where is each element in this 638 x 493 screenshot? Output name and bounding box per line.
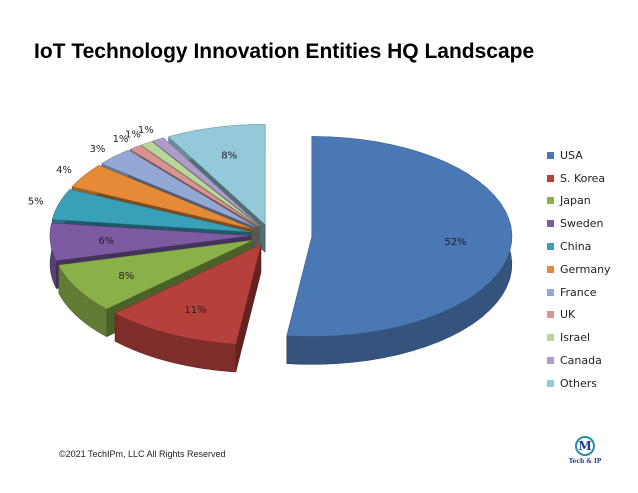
- legend-swatch: [547, 220, 554, 228]
- legend-swatch: [547, 243, 554, 251]
- legend-label: UK: [560, 308, 576, 322]
- data-label-japan: 8%: [118, 271, 134, 282]
- legend-item-s-korea: S. Korea: [547, 167, 611, 190]
- legend-item-usa: USA: [547, 144, 611, 167]
- legend-label: Sweden: [560, 217, 604, 231]
- legend-swatch: [547, 311, 554, 319]
- legend-label: Israel: [560, 331, 591, 345]
- legend-label: USA: [560, 148, 583, 162]
- legend-swatch: [547, 334, 554, 342]
- legend-swatch: [547, 151, 554, 159]
- legend-label: France: [560, 285, 597, 299]
- legend-item-japan: Japan: [547, 190, 611, 213]
- chart-title: IoT Technology Innovation Entities HQ La…: [34, 40, 535, 63]
- data-label-usa: 52%: [444, 237, 466, 248]
- legend-label: Germany: [560, 262, 611, 276]
- legend-swatch: [547, 288, 554, 296]
- legend-label: Canada: [560, 354, 602, 368]
- data-label-canada: 1%: [138, 125, 154, 136]
- legend-item-canada: Canada: [547, 349, 611, 372]
- data-label-sweden: 6%: [98, 236, 114, 247]
- slice-usa: [286, 136, 513, 365]
- data-label-france: 3%: [90, 144, 106, 155]
- data-label-uk: 1%: [113, 134, 129, 145]
- company-logo: M Tech & IP: [565, 436, 605, 472]
- legend-item-sweden: Sweden: [547, 212, 611, 235]
- legend-swatch: [547, 357, 554, 365]
- slice-s-korea: [114, 244, 262, 373]
- legend-label: S. Korea: [560, 171, 606, 185]
- data-label-israel: 1%: [125, 129, 141, 140]
- data-label-others: 8%: [221, 151, 237, 162]
- logo-mark-icon: M: [575, 436, 595, 456]
- data-label-china: 5%: [28, 197, 44, 208]
- legend-item-others: Others: [547, 372, 611, 395]
- legend-label: Others: [560, 376, 597, 390]
- legend-label: Japan: [560, 194, 591, 208]
- data-label-s-korea: 11%: [184, 305, 206, 316]
- logo-text: Tech & IP: [568, 458, 602, 465]
- legend-item-france: France: [547, 281, 611, 304]
- copyright-footer: ©2021 TechIPm, LLC All Rights Reserved: [59, 449, 226, 459]
- legend-swatch: [547, 265, 554, 273]
- legend-item-uk: UK: [547, 304, 611, 327]
- legend-item-israel: Israel: [547, 326, 611, 349]
- data-label-germany: 4%: [56, 165, 72, 176]
- chart-legend: USA S. Korea Japan Sweden China Germany France…: [547, 144, 611, 395]
- legend-item-germany: Germany: [547, 258, 611, 281]
- legend-swatch: [547, 174, 554, 182]
- legend-swatch: [547, 197, 554, 205]
- legend-label: China: [560, 240, 592, 254]
- legend-swatch: [547, 379, 554, 387]
- legend-item-china: China: [547, 235, 611, 258]
